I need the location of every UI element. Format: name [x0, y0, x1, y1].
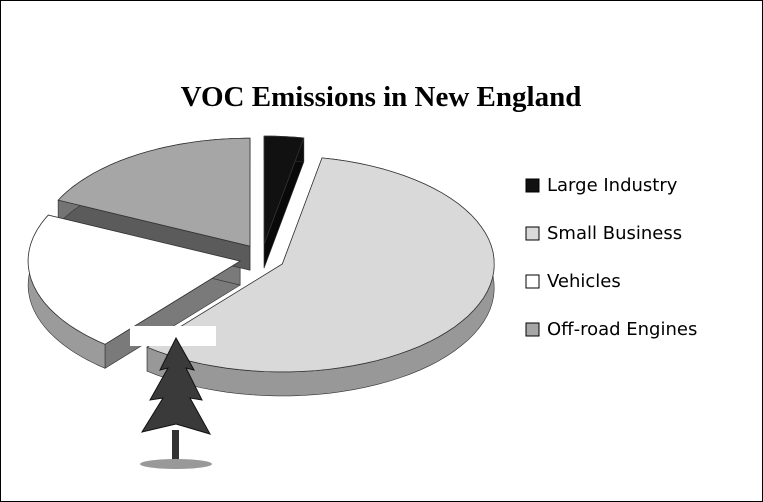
legend-label: Off-road Engines [547, 319, 697, 340]
legend-label: Vehicles [547, 271, 621, 292]
legend-swatch [525, 274, 540, 289]
slice [146, 157, 495, 373]
legend: Large Industry Small Business Vehicles Off-… [525, 175, 697, 340]
tree-ground [140, 459, 212, 469]
legend-label: Large Industry [547, 175, 678, 196]
tree-illustration [130, 326, 216, 469]
legend-label: Small Business [547, 223, 682, 244]
slice [27, 214, 242, 345]
slice [263, 135, 305, 245]
image-backdrop [130, 326, 216, 346]
legend-swatch [525, 226, 540, 241]
tree-crown [140, 336, 212, 435]
slice [57, 137, 251, 247]
tree-trunk [172, 430, 179, 462]
chart-title: VOC Emissions in New England [181, 81, 582, 113]
legend-swatch [525, 322, 540, 337]
legend-swatch [525, 178, 540, 193]
